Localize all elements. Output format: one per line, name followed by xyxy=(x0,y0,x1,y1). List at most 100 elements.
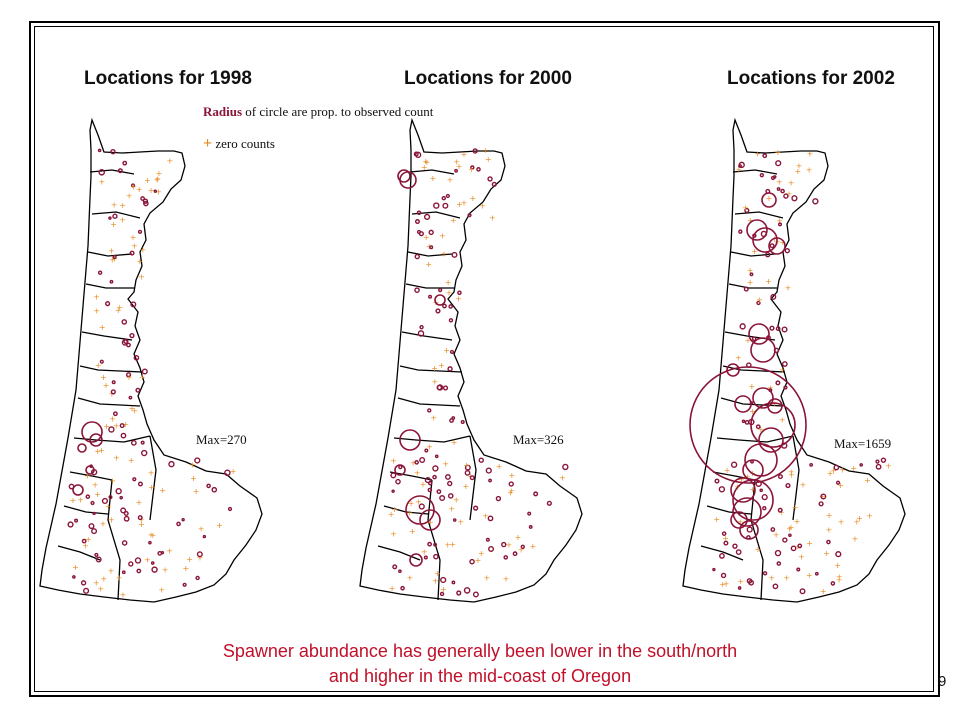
count-circle xyxy=(398,569,402,573)
count-circle xyxy=(512,551,518,557)
count-circle xyxy=(168,460,175,468)
count-circle xyxy=(759,488,763,493)
count-circle xyxy=(720,572,727,579)
legend-radius-text: of circle are prop. to observed count xyxy=(245,104,434,119)
zero-count-marker: + xyxy=(100,373,107,382)
count-circle xyxy=(433,542,437,547)
zero-count-marker: + xyxy=(85,535,92,544)
zero-count-marker: + xyxy=(230,467,237,476)
count-circle-large xyxy=(750,402,796,448)
count-circle xyxy=(875,463,882,470)
zero-count-marker: + xyxy=(137,257,144,266)
count-circle xyxy=(419,324,424,330)
zero-count-marker: + xyxy=(131,407,138,416)
count-circle xyxy=(129,250,135,256)
zero-count-marker: + xyxy=(767,383,774,392)
zero-count-marker: + xyxy=(785,284,792,293)
zero-count-marker: + xyxy=(836,576,843,585)
count-circle xyxy=(99,359,104,364)
count-circle xyxy=(508,481,514,487)
count-circle xyxy=(227,506,233,512)
count-circle xyxy=(451,251,458,258)
count-circle xyxy=(818,501,824,507)
zero-count-marker: + xyxy=(138,272,145,281)
count-circle-large xyxy=(732,497,762,527)
zero-count-marker: + xyxy=(478,549,485,558)
count-circle xyxy=(739,323,746,330)
count-circle xyxy=(137,229,143,234)
zero-count-marker: + xyxy=(427,518,434,527)
zero-count-marker: + xyxy=(866,512,873,521)
zero-count-marker: + xyxy=(122,420,129,429)
count-circle-large xyxy=(399,171,417,189)
count-circle-large xyxy=(89,433,103,447)
count-circle xyxy=(743,286,749,292)
zero-count-marker: + xyxy=(806,571,813,580)
count-circle xyxy=(418,503,425,510)
zero-count-marker: + xyxy=(155,175,162,184)
count-circle xyxy=(119,495,123,500)
count-circle-large xyxy=(394,464,406,476)
zero-count-marker: + xyxy=(101,575,108,584)
count-circle xyxy=(81,538,87,544)
zero-count-marker: + xyxy=(150,531,157,540)
count-circle xyxy=(774,549,782,557)
count-circle xyxy=(141,368,148,375)
map-panel-2002: ++++++++++++++++++++++++++++++++++++++++… xyxy=(682,119,906,603)
zero-count-marker: + xyxy=(105,502,112,511)
count-circle-large xyxy=(85,465,95,475)
count-circle-large xyxy=(758,427,784,453)
max-label-2000: Max=326 xyxy=(513,432,564,447)
zero-count-marker: + xyxy=(388,510,395,519)
count-circle xyxy=(122,160,128,166)
zero-count-marker: + xyxy=(775,148,782,157)
count-circle xyxy=(769,243,775,249)
count-circle xyxy=(875,459,880,464)
count-circle xyxy=(120,507,127,514)
zero-count-marker: + xyxy=(798,552,805,561)
zero-count-marker: + xyxy=(779,415,786,424)
count-circle xyxy=(125,372,132,378)
caption-line-2: and higher in the mid-coast of Oregon xyxy=(328,666,632,686)
zero-count-marker: + xyxy=(788,179,795,188)
zero-count-marker: + xyxy=(443,346,450,355)
zero-count-marker: + xyxy=(461,150,468,159)
zero-count-marker: + xyxy=(93,579,100,588)
zero-count-marker: + xyxy=(749,382,756,391)
zero-count-marker: + xyxy=(92,481,99,490)
zero-count-marker: + xyxy=(461,199,468,208)
zero-count-marker: + xyxy=(431,364,438,373)
count-circle xyxy=(464,464,471,471)
zero-count-marker: + xyxy=(747,278,754,287)
count-circle xyxy=(533,491,539,497)
count-circle xyxy=(140,196,146,201)
zero-count-marker: + xyxy=(130,182,137,191)
count-circle xyxy=(130,183,136,188)
count-circle xyxy=(470,165,475,170)
count-circle xyxy=(414,151,422,159)
count-circle xyxy=(447,493,454,499)
count-circle xyxy=(196,551,203,558)
count-circle xyxy=(112,213,118,219)
count-circle xyxy=(424,476,431,484)
zero-count-marker: + xyxy=(447,175,454,184)
count-circle xyxy=(719,553,725,559)
count-circle xyxy=(434,454,439,459)
count-circle xyxy=(427,487,433,493)
count-circle xyxy=(723,540,729,546)
count-circle xyxy=(390,472,397,479)
count-circle xyxy=(751,336,757,342)
count-circle xyxy=(762,571,768,576)
zero-count-marker: + xyxy=(827,469,834,478)
count-circle xyxy=(67,521,74,528)
zero-count-marker: + xyxy=(508,487,515,496)
count-circle xyxy=(395,478,401,485)
zero-count-marker: + xyxy=(426,242,433,251)
count-circle xyxy=(762,153,768,159)
zero-count-marker: + xyxy=(783,574,790,583)
zero-count-marker: + xyxy=(390,529,397,538)
count-circle xyxy=(414,287,420,293)
zero-count-marker: + xyxy=(745,336,752,345)
zero-count-marker: + xyxy=(776,177,783,186)
zero-count-marker: + xyxy=(518,545,525,554)
